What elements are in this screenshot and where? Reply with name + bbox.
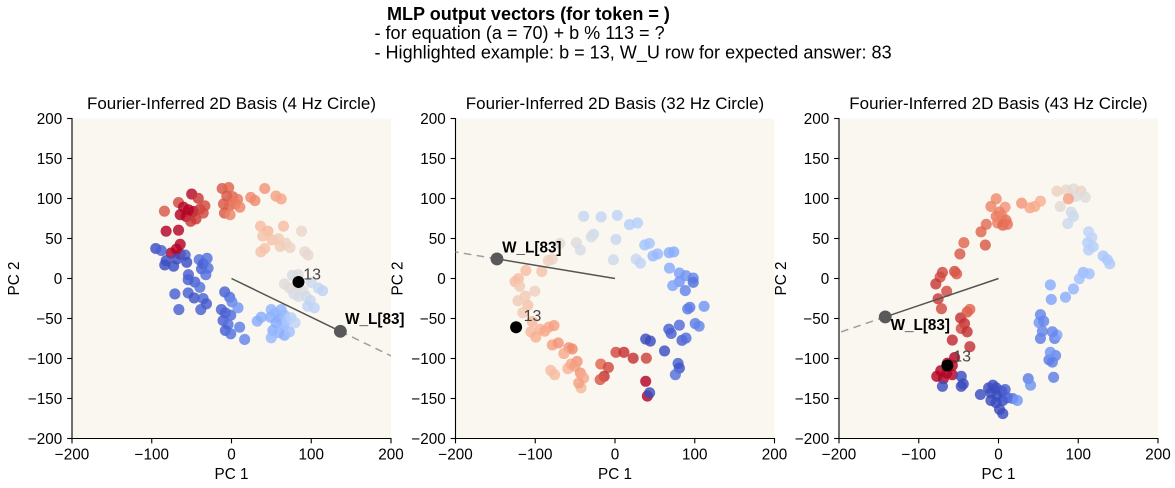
svg-text:PC 1: PC 1 — [215, 466, 249, 483]
svg-text:200: 200 — [1145, 446, 1170, 463]
svg-text:−150: −150 — [28, 391, 62, 408]
svg-text:150: 150 — [804, 151, 829, 168]
svg-text:−150: −150 — [795, 391, 829, 408]
svg-text:−100: −100 — [135, 446, 169, 463]
svg-text:- Highlighted example: b = 13,: - Highlighted example: b = 13, W_U row f… — [375, 43, 892, 64]
svg-text:100: 100 — [1066, 446, 1091, 463]
svg-text:Fourier-Inferred 2D Basis (4 H: Fourier-Inferred 2D Basis (4 Hz Circle) — [87, 94, 376, 113]
svg-text:−200: −200 — [822, 446, 856, 463]
svg-text:200: 200 — [804, 111, 829, 128]
svg-text:−100: −100 — [795, 351, 829, 368]
svg-text:−150: −150 — [411, 391, 445, 408]
svg-text:100: 100 — [682, 446, 707, 463]
svg-text:13: 13 — [953, 349, 971, 366]
svg-text:200: 200 — [762, 446, 787, 463]
svg-text:13: 13 — [303, 266, 321, 283]
svg-text:−200: −200 — [55, 446, 89, 463]
svg-text:PC 1: PC 1 — [982, 466, 1016, 483]
svg-text:−100: −100 — [411, 351, 445, 368]
svg-text:200: 200 — [378, 446, 403, 463]
svg-text:Fourier-Inferred 2D Basis (32: Fourier-Inferred 2D Basis (32 Hz Circle) — [466, 94, 764, 113]
svg-text:PC 2: PC 2 — [390, 262, 407, 296]
svg-text:0: 0 — [821, 271, 830, 288]
svg-text:PC 2: PC 2 — [6, 262, 23, 296]
svg-text:−50: −50 — [420, 311, 446, 328]
svg-text:100: 100 — [37, 191, 62, 208]
svg-text:200: 200 — [37, 111, 62, 128]
svg-text:MLP output vectors (for token: MLP output vectors (for token = ) — [387, 4, 670, 24]
svg-text:PC 2: PC 2 — [773, 262, 790, 296]
svg-text:150: 150 — [37, 151, 62, 168]
svg-text:−200: −200 — [411, 431, 445, 448]
svg-text:0: 0 — [437, 271, 446, 288]
svg-text:200: 200 — [420, 111, 445, 128]
svg-text:0: 0 — [227, 446, 235, 463]
svg-text:100: 100 — [804, 191, 829, 208]
svg-text:−100: −100 — [28, 351, 62, 368]
svg-text:0: 0 — [54, 271, 63, 288]
svg-text:−200: −200 — [795, 431, 829, 448]
svg-text:0: 0 — [611, 446, 620, 463]
svg-text:- for equation (a = 70) + b %: - for equation (a = 70) + b % 113 = ? — [375, 23, 665, 43]
svg-text:W_L[83]: W_L[83] — [345, 311, 404, 328]
svg-text:150: 150 — [420, 151, 445, 168]
svg-text:50: 50 — [812, 231, 829, 248]
svg-text:0: 0 — [994, 446, 1003, 463]
svg-text:−100: −100 — [518, 446, 552, 463]
svg-text:−50: −50 — [803, 311, 829, 328]
svg-text:−50: −50 — [36, 311, 62, 328]
svg-text:50: 50 — [429, 231, 446, 248]
svg-text:100: 100 — [420, 191, 445, 208]
svg-text:50: 50 — [45, 231, 62, 248]
svg-text:W_L[83]: W_L[83] — [891, 317, 950, 334]
svg-text:−100: −100 — [902, 446, 936, 463]
svg-text:−200: −200 — [28, 431, 62, 448]
svg-text:−200: −200 — [438, 446, 472, 463]
svg-text:Fourier-Inferred 2D Basis (43: Fourier-Inferred 2D Basis (43 Hz Circle) — [849, 94, 1147, 113]
svg-text:13: 13 — [524, 308, 542, 325]
svg-text:PC 1: PC 1 — [598, 466, 632, 483]
svg-text:W_L[83]: W_L[83] — [502, 240, 561, 257]
svg-text:100: 100 — [299, 446, 324, 463]
